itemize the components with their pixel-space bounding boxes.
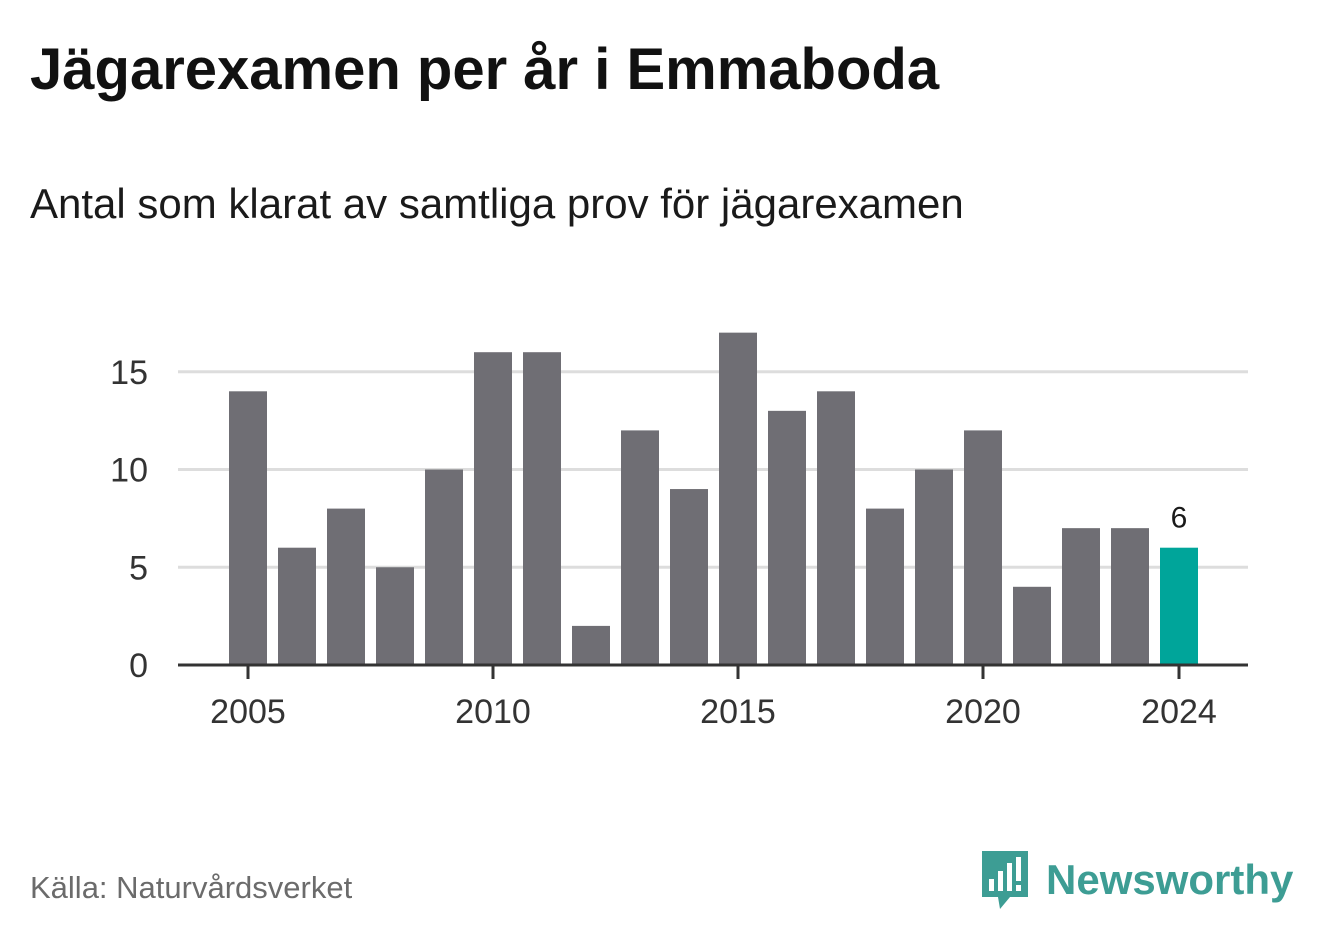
bar-2024 <box>1160 547 1198 665</box>
chart-title: Jägarexamen per år i Emmaboda <box>30 37 940 102</box>
labels: 0 5 10 15 2005 2010 2015 2020 2024 6 <box>110 354 1217 731</box>
source-note: Källa: Naturvårdsverket <box>30 870 353 905</box>
bar-2023 <box>1111 528 1149 665</box>
x-tick-label-2015: 2015 <box>700 693 776 731</box>
x-tick-label-2020: 2020 <box>945 693 1021 731</box>
bar-2012 <box>572 625 610 665</box>
bar-2011 <box>523 352 561 665</box>
bar-chart: 0 5 10 15 2005 2010 2015 2020 2024 6 <box>110 332 1248 731</box>
bar-2020 <box>964 430 1002 665</box>
bar-2013 <box>621 430 659 665</box>
bar-2009 <box>425 469 463 665</box>
axes <box>178 663 1248 679</box>
bar-2008 <box>376 567 414 665</box>
bar-2019 <box>915 469 953 665</box>
bar-2006 <box>278 547 316 665</box>
bar-2014 <box>670 489 708 665</box>
y-tick-label-15: 15 <box>110 354 148 392</box>
y-tick-label-10: 10 <box>110 452 148 490</box>
x-tick-label-2024: 2024 <box>1141 693 1217 731</box>
bar-2005 <box>229 391 267 665</box>
bar-2007 <box>327 508 365 665</box>
brand-logo: Newsworthy <box>980 848 1293 912</box>
brand-name: Newsworthy <box>1046 856 1294 903</box>
bar-2016 <box>768 410 806 665</box>
bar-2010 <box>474 352 512 665</box>
y-tick-label-5: 5 <box>129 549 148 587</box>
bar-2021 <box>1013 586 1051 665</box>
x-tick-label-2010: 2010 <box>455 693 531 731</box>
x-tick-label-2005: 2005 <box>210 693 286 731</box>
data-label-2024: 6 <box>1171 502 1188 535</box>
newsworthy-logo-icon <box>982 851 1028 909</box>
bars <box>229 332 1198 665</box>
bar-2015 <box>719 332 757 665</box>
bar-2022 <box>1062 528 1100 665</box>
bar-2018 <box>866 508 904 665</box>
bar-2017 <box>817 391 855 665</box>
chart-subtitle: Antal som klarat av samtliga prov för jä… <box>30 180 964 227</box>
y-tick-label-0: 0 <box>129 647 148 685</box>
